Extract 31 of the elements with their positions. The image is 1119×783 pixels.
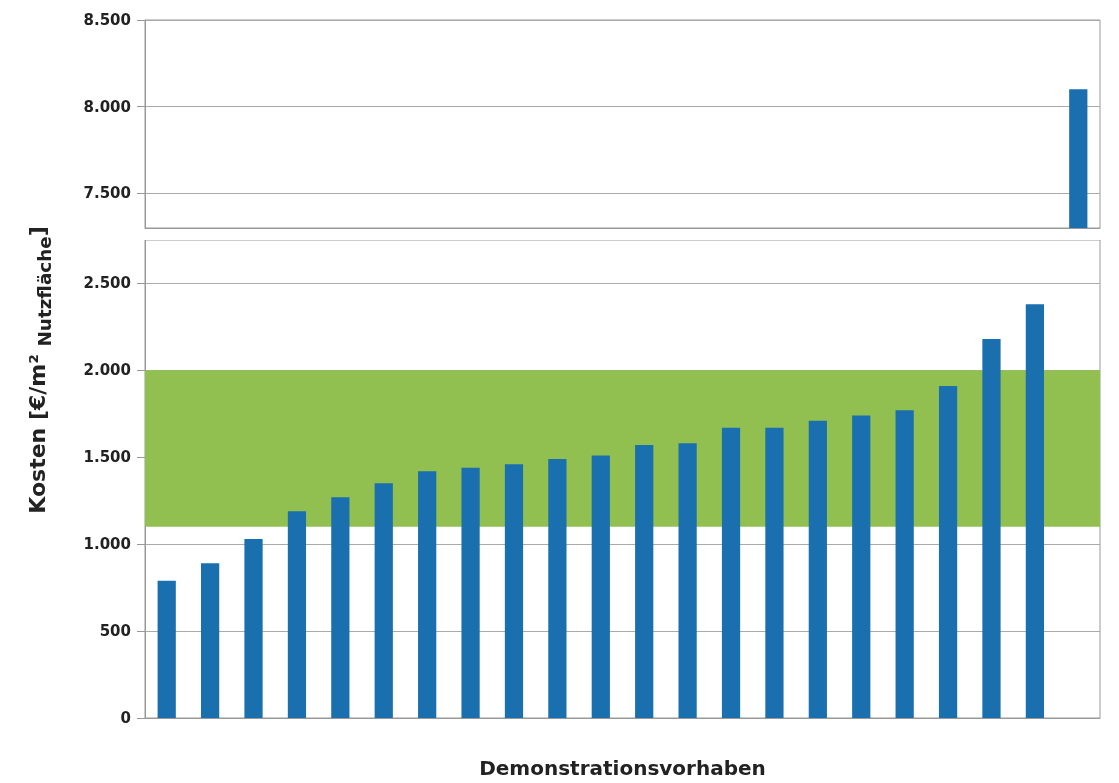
y-tick-label: 7.500 <box>83 184 131 203</box>
bar <box>591 455 610 718</box>
y-tick-label: 1.000 <box>83 535 131 554</box>
bar <box>244 538 263 718</box>
bar <box>895 410 914 718</box>
bar <box>374 483 393 718</box>
bar <box>808 420 827 718</box>
bar <box>461 467 480 718</box>
bar <box>635 445 654 718</box>
y-tick-label: 2.000 <box>83 361 131 380</box>
bar <box>201 563 220 718</box>
bar <box>1025 304 1044 718</box>
bar <box>678 443 697 718</box>
y-tick-label: 8.500 <box>83 11 131 29</box>
y-tick-label: 2.500 <box>83 274 131 293</box>
bar <box>938 386 958 718</box>
bar <box>765 427 784 718</box>
bar <box>721 427 741 718</box>
x-axis-title: Demonstrationsvorhaben <box>479 756 766 780</box>
y-tick-label: 0 <box>120 709 131 727</box>
bar <box>548 459 567 718</box>
y-tick-label: 500 <box>99 622 131 641</box>
bar <box>157 580 176 718</box>
bar <box>418 471 437 718</box>
bar <box>982 339 1001 718</box>
y-tick-label: 1.500 <box>83 448 131 467</box>
y-tick-label: 8.000 <box>83 97 131 116</box>
bar <box>504 464 524 718</box>
bar <box>287 511 307 718</box>
bar <box>852 415 871 718</box>
bar <box>331 497 350 718</box>
